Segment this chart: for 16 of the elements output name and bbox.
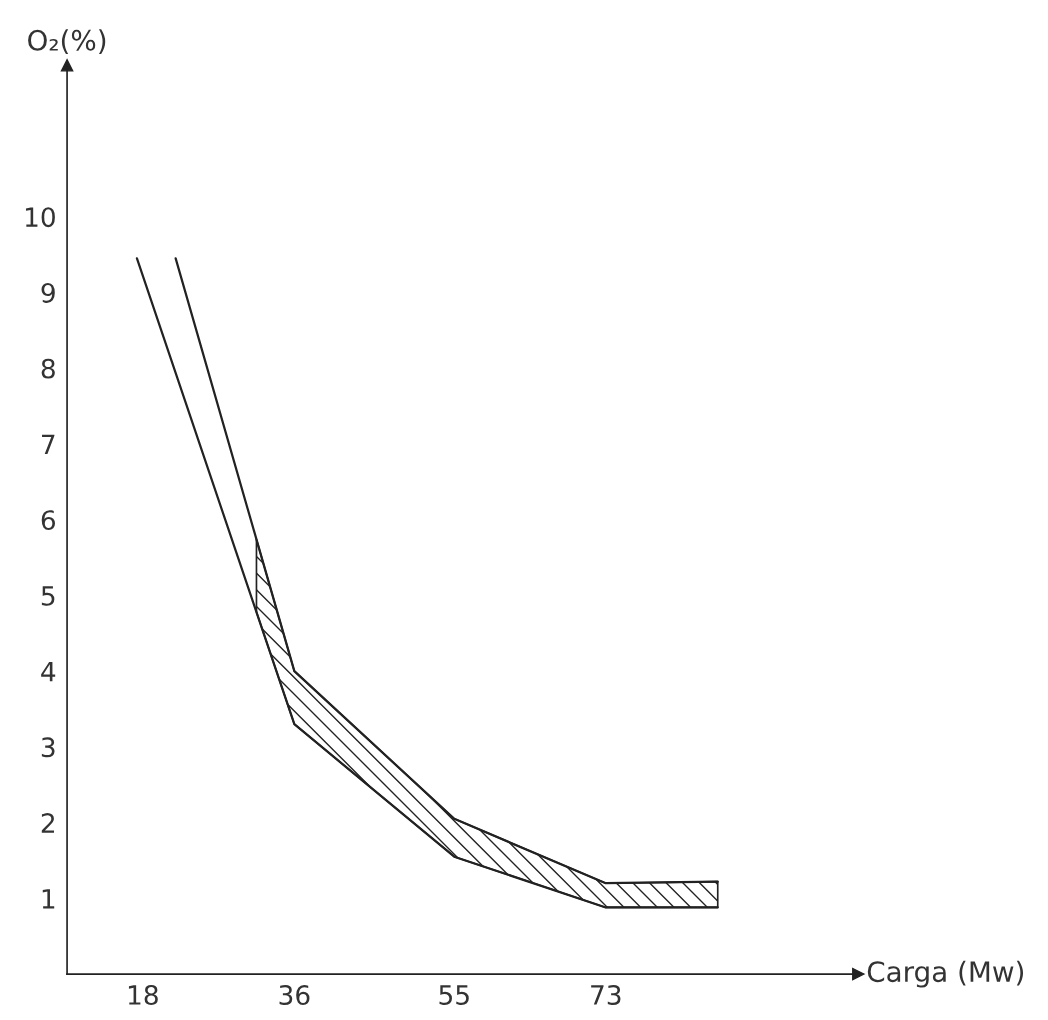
y-tick-label: 10 [25, 207, 55, 228]
x-tick-label: 55 [439, 985, 469, 1005]
x-tick-label: 36 [279, 984, 310, 1005]
x-tick-label: 18 [128, 984, 158, 1005]
y-tick-label: 1 [42, 889, 55, 909]
y-tick-label: 8 [41, 358, 55, 379]
y-tick-label: 5 [41, 586, 55, 606]
y-tick-label: 9 [41, 282, 55, 303]
y-tick-label: 4 [41, 661, 56, 682]
x-tick-label: 73 [591, 984, 621, 1005]
y-tick-label: 2 [41, 813, 55, 833]
y-tick-label: 6 [41, 510, 55, 531]
y-tick-label: 7 [42, 434, 55, 454]
y-axis-title: O₂(%) [28, 29, 106, 55]
x-axis-title: Carga (Mw) [867, 960, 1024, 988]
y-tick-label: 3 [41, 737, 55, 758]
